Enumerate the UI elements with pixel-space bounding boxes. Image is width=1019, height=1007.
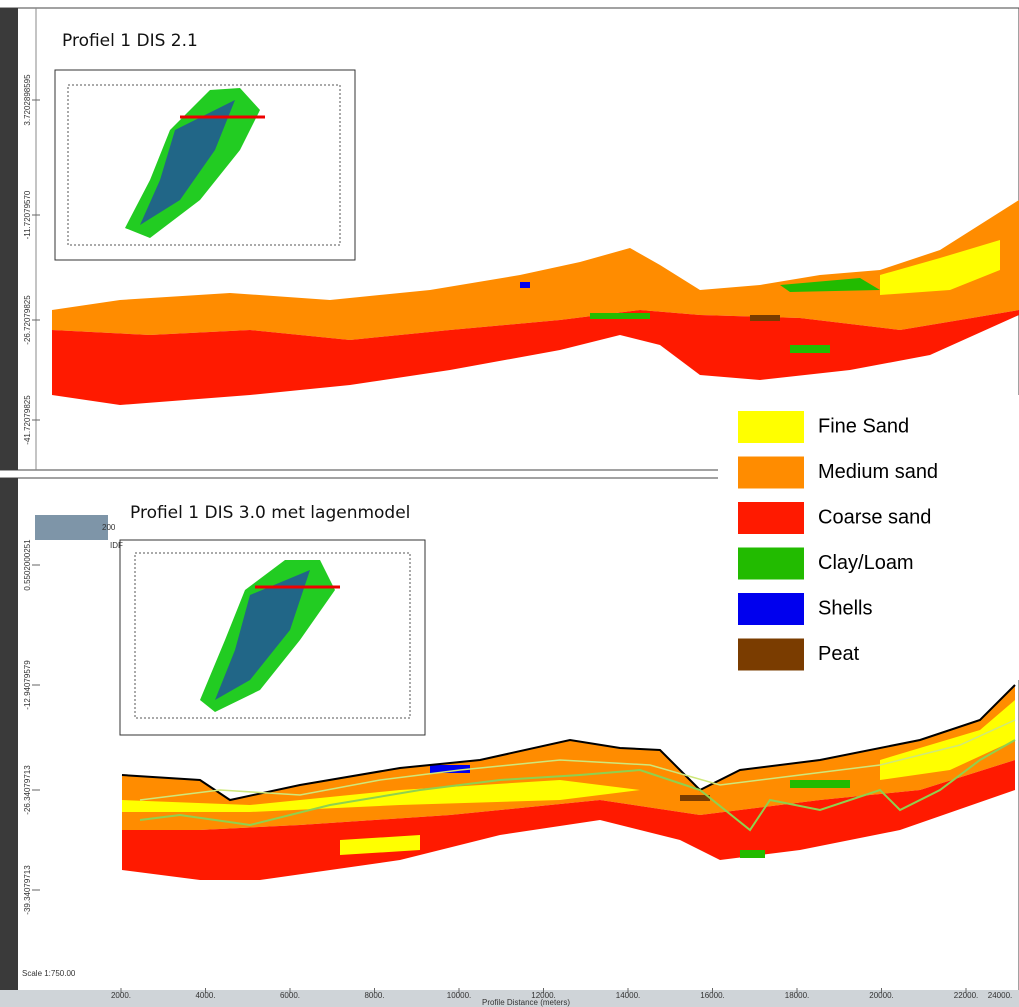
fine-sand [880, 240, 1000, 295]
clay [590, 313, 650, 319]
frame-left [0, 8, 18, 470]
x-axis-title: Profile Distance (meters) [482, 998, 570, 1007]
x-tick-label: 2000. [111, 991, 131, 1000]
coarse-sand [52, 310, 1019, 405]
legend-swatch [738, 547, 804, 580]
x-tick-label: 18000. [785, 991, 809, 1000]
panel-title: Profiel 1 DIS 3.0 met lagenmodel [130, 503, 410, 523]
shells [430, 765, 470, 773]
legend-swatch [738, 411, 804, 443]
x-tick-label: 22000. [954, 991, 978, 1000]
peat [680, 795, 710, 801]
x-tick-label: 16000. [700, 991, 724, 1000]
y-tick-label: -41.72079825 [23, 395, 32, 445]
x-tick-label: 14000. [616, 991, 640, 1000]
x-tick-label: 8000. [364, 991, 384, 1000]
legend-swatch [738, 593, 804, 625]
side-label: IDF [110, 541, 123, 550]
fine-sand [880, 700, 1015, 780]
y-tick-label: -12.94079579 [23, 660, 32, 710]
legend-swatch [738, 638, 804, 671]
frame-left [0, 478, 18, 1007]
clay [740, 850, 765, 858]
peat [750, 315, 780, 321]
side-value: 200 [102, 523, 116, 532]
y-tick-label: 0.5502000251 [23, 539, 32, 591]
legend-label: Shells [818, 597, 872, 619]
x-tick-label: 12000. [531, 991, 555, 1000]
y-tick-label: -11.72079570 [23, 190, 32, 239]
clay [790, 780, 850, 788]
legend-swatch [738, 502, 804, 534]
inset-map [54, 69, 356, 261]
layer-line [139, 739, 1016, 832]
x-tick-label: 20000. [869, 991, 893, 1000]
shells [520, 282, 530, 288]
legend-label: Peat [818, 643, 860, 665]
x-tick-label: 10000. [447, 991, 471, 1000]
side-box [35, 515, 108, 540]
clay [790, 345, 830, 353]
x-axis-bar [0, 990, 1019, 1007]
layer-line [139, 719, 1016, 801]
legend-label: Fine Sand [818, 415, 909, 437]
x-tick-label: 4000. [195, 991, 215, 1000]
legend-label: Medium sand [818, 461, 938, 483]
legend-label: Coarse sand [818, 506, 931, 528]
inset-map [119, 539, 426, 736]
y-tick-label: 3.7202898595 [23, 74, 32, 126]
legend-swatch [738, 456, 804, 489]
surface-line [121, 684, 1016, 802]
fine-sand [340, 835, 420, 855]
scale: Scale 1:750.00 [22, 969, 76, 978]
y-tick-label: -26.34079713 [23, 765, 32, 815]
y-tick-label: -26.72079825 [23, 295, 32, 345]
panel-title: Profiel 1 DIS 2.1 [62, 31, 198, 51]
medium-sand [122, 685, 1015, 830]
medium-sand [52, 200, 1019, 340]
x-tick-label: 24000. [988, 991, 1012, 1000]
x-tick-label: 6000. [280, 991, 300, 1000]
clay [780, 278, 880, 292]
y-tick-label: -39.34079713 [23, 865, 32, 915]
legend-label: Clay/Loam [818, 552, 914, 574]
